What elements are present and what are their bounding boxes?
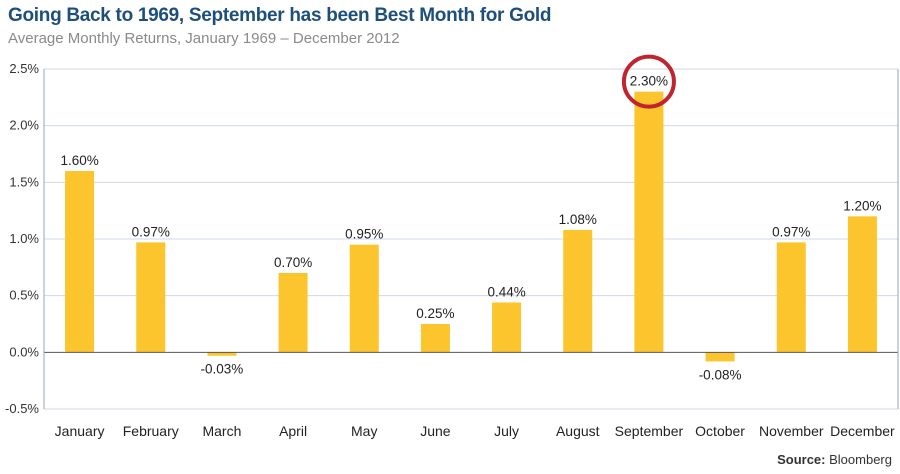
x-tick-label: March: [202, 423, 241, 439]
data-label: 0.44%: [487, 284, 525, 299]
y-tick-label: 2.0%: [9, 118, 39, 133]
data-label: -0.08%: [699, 367, 742, 382]
bar: [634, 91, 664, 353]
data-labels: 1.60% 0.97% -0.03% 0.70% 0.95% 0.25% 0.44% 1.08…: [60, 74, 881, 383]
y-tick-label: 0.0%: [9, 344, 39, 359]
bar: [136, 242, 166, 353]
bar: [278, 273, 308, 353]
x-tick-label: October: [695, 423, 745, 439]
highlight-annotation: [621, 54, 676, 109]
bars: [65, 91, 877, 362]
source-value: Bloomberg: [829, 452, 892, 467]
bar: [492, 302, 522, 353]
bar: [705, 352, 735, 362]
data-label: 0.25%: [416, 306, 454, 321]
data-label: 1.08%: [559, 212, 597, 227]
data-label: 0.97%: [772, 224, 810, 239]
data-label: 0.70%: [274, 255, 312, 270]
highlight-circle: [621, 54, 676, 109]
x-tick-label: September: [615, 423, 684, 439]
bar: [65, 171, 95, 353]
y-tick-label: 1.0%: [9, 231, 39, 246]
y-axis-ticks: 2.5% 2.0% 1.5% 1.0% 0.5% 0.0% -0.5%: [5, 61, 39, 416]
x-tick-label: December: [830, 423, 895, 439]
chart-subtitle: Average Monthly Returns, January 1969 – …: [8, 30, 400, 47]
y-tick-label: -0.5%: [5, 401, 39, 416]
y-tick-label: 2.5%: [9, 61, 39, 76]
plot-frame: [43, 69, 899, 409]
bar: [776, 242, 806, 353]
bar: [207, 352, 237, 356]
bar: [349, 244, 379, 353]
data-label: 0.95%: [345, 227, 383, 242]
data-label: 2.30%: [630, 74, 668, 89]
x-tick-label: April: [279, 423, 307, 439]
x-axis-categories: January February March April May June July Augu…: [55, 423, 895, 439]
x-tick-label: November: [759, 423, 824, 439]
x-tick-label: February: [123, 423, 179, 439]
x-tick-label: August: [556, 423, 600, 439]
data-label: 1.60%: [60, 153, 98, 168]
x-tick-label: June: [420, 423, 451, 439]
bar: [847, 216, 877, 353]
x-tick-label: July: [494, 423, 519, 439]
data-label: -0.03%: [201, 362, 244, 377]
grid-lines: [44, 68, 898, 410]
bar: [563, 229, 593, 353]
source-label: Source:: [777, 452, 826, 467]
y-tick-label: 1.5%: [9, 174, 39, 189]
bar: [420, 324, 450, 353]
source-note: Source: Bloomberg: [777, 452, 892, 467]
y-tick-label: 0.5%: [9, 288, 39, 303]
data-label: 1.20%: [843, 198, 881, 213]
x-tick-label: January: [55, 423, 105, 439]
chart-title: Going Back to 1969, September has been B…: [8, 5, 552, 26]
x-tick-label: May: [351, 423, 377, 439]
data-label: 0.97%: [132, 224, 170, 239]
